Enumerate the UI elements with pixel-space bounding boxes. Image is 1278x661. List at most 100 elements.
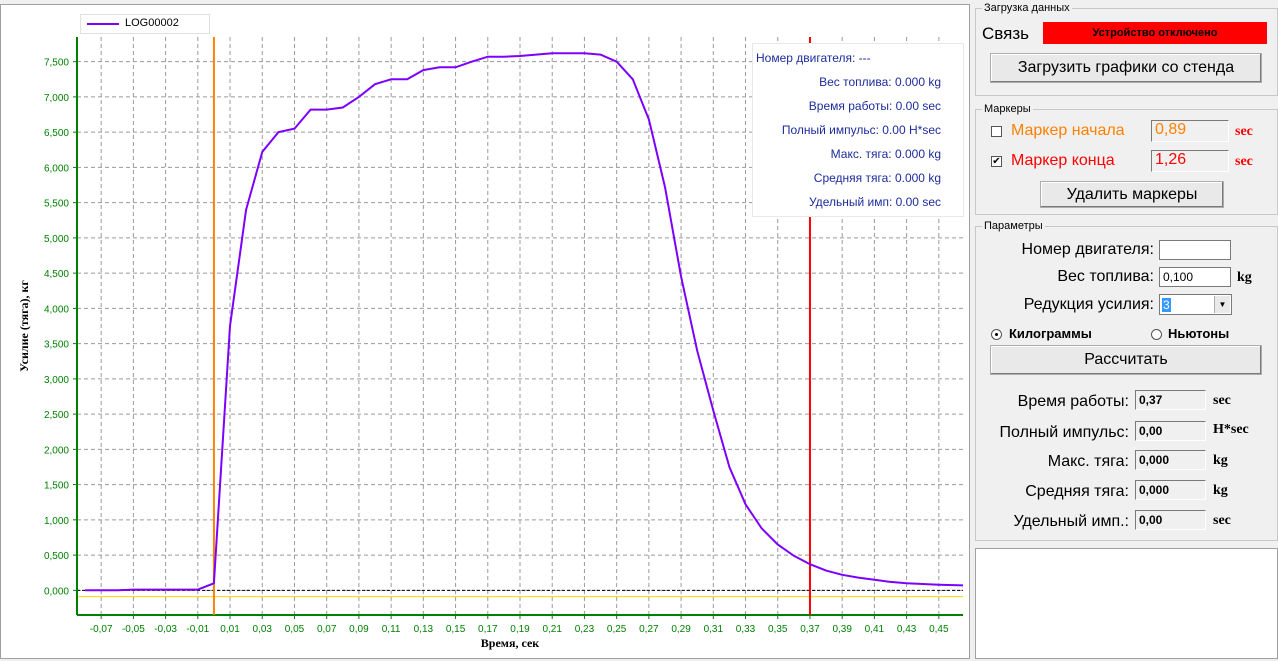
avg-thrust-label: Средняя тяга: <box>1025 483 1129 500</box>
y-tick-label: 5,500 <box>44 199 69 210</box>
specific-impulse-label: Удельный имп.: <box>1013 513 1130 530</box>
fuel-weight-input[interactable] <box>1159 267 1231 287</box>
end-marker-checkbox[interactable]: ✔ <box>991 156 1002 167</box>
x-tick-label: 0,15 <box>446 624 466 635</box>
reduction-select[interactable]: 3 ▼ <box>1159 294 1232 315</box>
avg-thrust-unit: kg <box>1213 483 1228 498</box>
x-tick-label: 0,07 <box>317 624 337 635</box>
load-data-group-title: Загрузка данных <box>984 2 1070 14</box>
y-tick-label: 4,000 <box>44 304 69 315</box>
specific-impulse-unit: sec <box>1213 513 1231 528</box>
radio-kilograms-label: Килограммы <box>1009 326 1092 341</box>
info-burn-time: Время работы: 0.00 sec <box>808 99 941 113</box>
legend-series-name: LOG00002 <box>125 17 179 29</box>
y-tick-label: 1,500 <box>44 481 69 492</box>
x-tick-label: -0,07 <box>90 624 113 635</box>
max-thrust-value: 0,000 <box>1135 450 1206 470</box>
results-info-box: Номер двигателя: --- Вес топлива: 0.000 … <box>752 43 964 217</box>
x-tick-label: 0,43 <box>897 624 917 635</box>
info-max-thrust: Макс. тяга: 0.000 kg <box>830 147 941 161</box>
chart-legend: LOG00002 <box>80 14 210 34</box>
x-tick-label: 0,37 <box>800 624 820 635</box>
fuel-weight-label: Вес топлива: <box>1057 268 1154 285</box>
x-tick-label: 0,35 <box>768 624 788 635</box>
x-tick-label: 0,21 <box>542 624 562 635</box>
specific-impulse-value: 0,00 <box>1135 510 1206 530</box>
total-impulse-label: Полный импульс: <box>999 424 1129 441</box>
x-tick-label: 0,23 <box>575 624 595 635</box>
burn-time-value: 0,37 <box>1135 390 1206 410</box>
x-tick-label: 0,25 <box>607 624 627 635</box>
start-marker-unit: sec <box>1235 124 1253 139</box>
start-marker-label: Маркер начала <box>1011 122 1125 139</box>
x-tick-label: 0,39 <box>832 624 852 635</box>
log-textarea[interactable] <box>975 548 1278 659</box>
y-tick-label: 2,000 <box>44 445 69 456</box>
y-tick-label: 6,500 <box>44 128 69 139</box>
x-tick-label: 0,45 <box>929 624 949 635</box>
total-impulse-value: 0,00 <box>1135 421 1206 441</box>
x-tick-label: 0,05 <box>285 624 305 635</box>
x-tick-label: 0,01 <box>220 624 240 635</box>
x-tick-label: 0,09 <box>349 624 369 635</box>
x-tick-label: 0,11 <box>382 624 401 635</box>
y-tick-label: 3,500 <box>44 340 69 351</box>
reduction-select-value: 3 <box>1162 298 1171 312</box>
start-marker-checkbox[interactable] <box>991 126 1002 137</box>
avg-thrust-value: 0,000 <box>1135 480 1206 500</box>
x-tick-label: 0,19 <box>510 624 530 635</box>
connection-label: Связь <box>982 24 1029 43</box>
thrust-curve <box>85 52 964 592</box>
delete-markers-button[interactable]: Удалить маркеры <box>1040 181 1224 208</box>
engine-no-label: Номер двигателя: <box>1021 241 1154 258</box>
thrust-chart-panel: -0,07 -0,05 -0,03 -0,01 0,01 0,03 0,05 0,07 0,09… <box>0 4 970 659</box>
info-total-impulse: Полный импульс: 0.00 H*sec <box>781 123 941 137</box>
y-tick-label: 5,000 <box>44 234 69 245</box>
x-tick-label: 0,27 <box>639 624 659 635</box>
y-tick-label: 7,500 <box>44 58 69 69</box>
max-thrust-unit: kg <box>1213 453 1228 468</box>
x-tick-label: -0,03 <box>154 624 177 635</box>
markers-group-title: Маркеры <box>984 103 1031 115</box>
parameters-group-title: Параметры <box>984 220 1043 232</box>
legend-swatch <box>87 23 119 25</box>
total-impulse-unit: H*sec <box>1213 422 1249 437</box>
end-marker-unit: sec <box>1235 154 1253 169</box>
calculate-button[interactable]: Рассчитать <box>990 345 1262 375</box>
x-tick-label: 0,17 <box>478 624 498 635</box>
burn-time-label: Время работы: <box>1017 393 1129 410</box>
x-tick-label: 0,13 <box>414 624 434 635</box>
y-tick-label: 7,000 <box>44 93 69 104</box>
x-axis-label: Время, сек <box>481 636 539 650</box>
max-thrust-label: Макс. тяга: <box>1047 453 1129 470</box>
y-tick-label: 4,500 <box>44 269 69 280</box>
info-specific-impulse: Удельный имп: 0.00 sec <box>809 195 941 209</box>
fuel-weight-unit: kg <box>1237 270 1252 285</box>
x-tick-label: -0,05 <box>122 624 145 635</box>
start-marker-value: 0,89 <box>1151 120 1229 142</box>
reduction-label: Редукция усилия: <box>1023 296 1154 313</box>
y-tick-label: 2,500 <box>44 410 69 421</box>
radio-newtons[interactable] <box>1151 329 1162 340</box>
burn-time-unit: sec <box>1213 393 1231 408</box>
radio-newtons-label: Ньютоны <box>1168 326 1230 341</box>
info-fuel-weight: Вес топлива: 0.000 kg <box>819 75 941 89</box>
connection-status-badge: Устройство отключено <box>1043 22 1267 44</box>
engine-no-input[interactable] <box>1159 240 1231 260</box>
y-tick-label: 1,000 <box>44 516 69 527</box>
chevron-down-icon[interactable]: ▼ <box>1214 296 1230 313</box>
x-tick-label: 0,31 <box>704 624 724 635</box>
x-tick-label: 0,03 <box>253 624 273 635</box>
x-tick-label: 0,29 <box>671 624 691 635</box>
x-tick-label: 0,33 <box>736 624 756 635</box>
y-axis-label: Усилие (тяга), кг <box>17 280 31 372</box>
y-tick-label: 3,000 <box>44 375 69 386</box>
info-avg-thrust: Средняя тяга: 0.000 kg <box>813 171 941 185</box>
radio-kilograms[interactable] <box>991 329 1002 340</box>
end-marker-value: 1,26 <box>1151 150 1229 172</box>
load-from-stand-button[interactable]: Загрузить графики со стенда <box>990 53 1262 83</box>
y-tick-label: 0,000 <box>44 586 69 597</box>
y-tick-label: 6,000 <box>44 163 69 174</box>
end-marker-label: Маркер конца <box>1011 152 1115 169</box>
x-tick-label: -0,01 <box>186 624 209 635</box>
